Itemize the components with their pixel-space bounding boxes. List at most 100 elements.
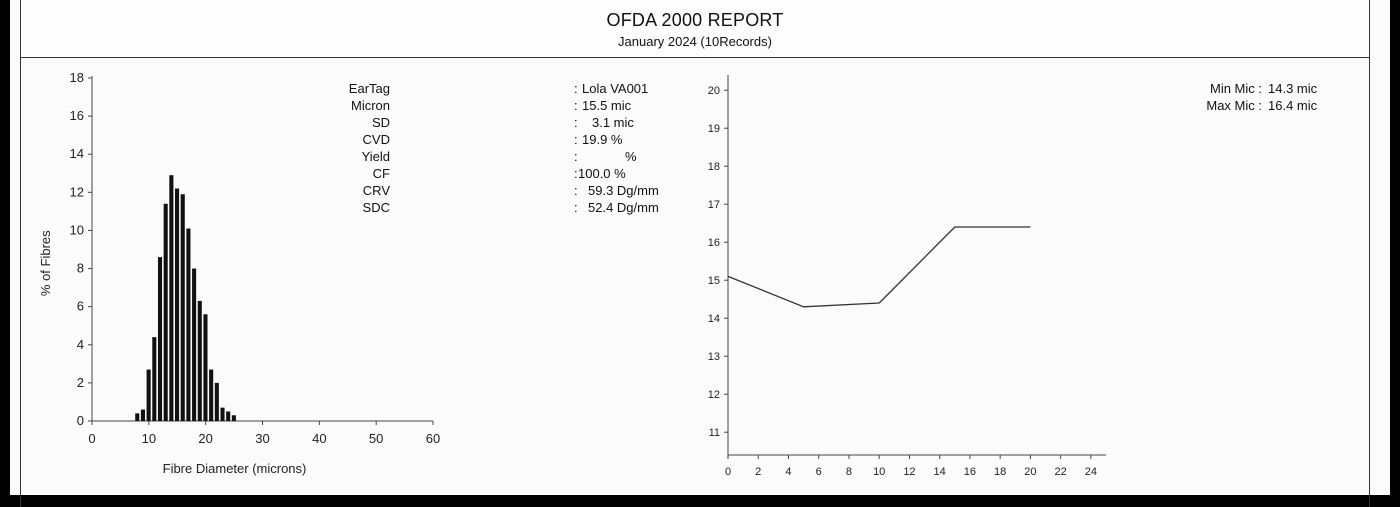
y-tick-label: 16 <box>70 108 84 123</box>
y-tick-label: 13 <box>708 351 720 363</box>
stat-colon: : <box>574 115 578 130</box>
histogram-bar <box>209 369 214 421</box>
x-tick-label: 0 <box>88 431 95 446</box>
stat-colon: : <box>574 132 578 147</box>
min-mic-row: Min Mic : 14.3 mic <box>1184 80 1334 97</box>
y-tick-label: 15 <box>708 275 720 287</box>
histogram-bar <box>214 382 219 421</box>
y-tick-label: 0 <box>77 413 84 428</box>
y-tick-label: 11 <box>709 427 720 439</box>
stat-value: 15.5 mic <box>582 98 632 113</box>
x-tick-label: 20 <box>1024 466 1036 478</box>
stat-value: 3.1 mic <box>592 115 634 130</box>
y-tick-label: 20 <box>708 85 720 97</box>
histogram-bar <box>180 194 185 421</box>
y-tick-label: 19 <box>708 123 720 135</box>
report-subtitle: January 2024 (10Records) <box>618 34 772 49</box>
histogram-bar <box>157 257 163 421</box>
x-tick-label: 2 <box>755 466 761 478</box>
stat-label: SD <box>371 115 390 130</box>
x-tick-label: 22 <box>1055 466 1067 478</box>
histogram-chart: 0 2 4 6 8 10 12 14 16 18 0 10 20 30 40 50 60 Fibre Diamet… <box>38 70 440 476</box>
screen-frame: OFDA 2000 REPORT January 2024 (10Records… <box>10 0 1390 507</box>
y-tick-label: 10 <box>70 222 84 237</box>
stat-colon: : <box>574 166 578 181</box>
min-max-panel: Min Mic : 14.3 mic Max Mic : 16.4 mic <box>1184 80 1334 114</box>
y-axis-label: % of Fibres <box>38 230 53 296</box>
max-mic-label: Max Mic <box>1206 98 1255 113</box>
report-header: OFDA 2000 REPORT January 2024 (10Records… <box>20 0 1370 58</box>
stat-colon: : <box>574 183 578 198</box>
y-tick-label: 12 <box>708 389 720 401</box>
stat-colon: : <box>574 98 578 113</box>
y-tick-label: 16 <box>708 237 720 249</box>
histogram-bar <box>192 268 197 421</box>
x-tick-label: 20 <box>198 431 212 446</box>
x-tick-label: 24 <box>1085 466 1097 478</box>
mm-label: Max Mic : <box>1206 98 1262 113</box>
max-mic-value: 16.4 mic <box>1268 98 1318 113</box>
y-tick-label: 14 <box>70 146 84 161</box>
stat-label: Yield <box>361 149 390 164</box>
histogram-bar <box>146 369 151 421</box>
stat-label: CF <box>372 166 390 181</box>
report-title: OFDA 2000 REPORT <box>606 10 784 30</box>
histogram-bar <box>135 413 140 421</box>
stat-colon: : <box>574 81 578 96</box>
stat-value: 100.0 % <box>578 166 626 181</box>
histogram-bar <box>175 188 180 421</box>
x-tick-label: 50 <box>369 431 383 446</box>
y-tick-label: 6 <box>77 299 84 314</box>
stat-value: Lola VA001 <box>582 81 649 96</box>
x-tick-label: 30 <box>255 431 269 446</box>
y-tick-label: 17 <box>708 199 720 211</box>
histogram-bar <box>197 300 202 421</box>
stat-label: CVD <box>362 132 390 147</box>
y-tick-label: 2 <box>77 375 84 390</box>
x-tick-label: 8 <box>846 466 852 478</box>
histogram-bar <box>220 407 225 421</box>
report-page <box>10 0 1390 495</box>
y-tick-label: 4 <box>77 337 84 352</box>
y-tick-label: 8 <box>77 261 84 276</box>
stat-label: CRV <box>362 183 390 198</box>
y-tick-label: 14 <box>708 313 720 325</box>
mm-label: Min Mic : <box>1209 81 1262 96</box>
x-tick-label: 60 <box>426 431 440 446</box>
min-mic-label: Min Mic <box>1209 81 1255 96</box>
max-mic-row: Max Mic : 16.4 mic <box>1184 97 1334 114</box>
x-tick-label: 6 <box>816 466 822 478</box>
histogram-bar <box>186 228 191 421</box>
x-tick-label: 4 <box>785 466 791 478</box>
histogram-bar <box>203 314 208 421</box>
report-body <box>20 57 1370 507</box>
stat-value: 59.3 Dg/mm <box>588 183 659 198</box>
histogram-bar <box>140 409 145 421</box>
y-tick-label: 18 <box>70 70 84 85</box>
stat-value: 52.4 Dg/mm <box>588 200 659 215</box>
stat-label: SDC <box>362 200 390 215</box>
stat-value: % <box>625 149 637 164</box>
stat-colon: : <box>574 200 578 215</box>
x-tick-label: 16 <box>964 466 976 478</box>
histogram-bar <box>169 175 174 421</box>
x-tick-label: 10 <box>873 466 885 478</box>
histogram-bar <box>163 203 168 421</box>
x-tick-label: 40 <box>312 431 326 446</box>
stat-colon: : <box>574 149 578 164</box>
x-tick-label: 0 <box>725 466 731 478</box>
stat-label: EarTag <box>348 81 390 96</box>
stat-label: Micron <box>350 98 390 113</box>
micron-line-series <box>727 226 1031 308</box>
x-axis-label: Fibre Diameter (microns) <box>163 461 307 476</box>
stat-value: 19.9 % <box>582 132 623 147</box>
x-tick-label: 14 <box>934 466 946 478</box>
min-mic-value: 14.3 mic <box>1268 81 1318 96</box>
histogram-bar <box>226 411 231 421</box>
y-tick-label: 12 <box>70 184 84 199</box>
x-tick-label: 12 <box>903 466 915 478</box>
histogram-bar <box>231 415 236 421</box>
histogram-bar <box>152 337 157 421</box>
x-tick-label: 18 <box>994 466 1006 478</box>
